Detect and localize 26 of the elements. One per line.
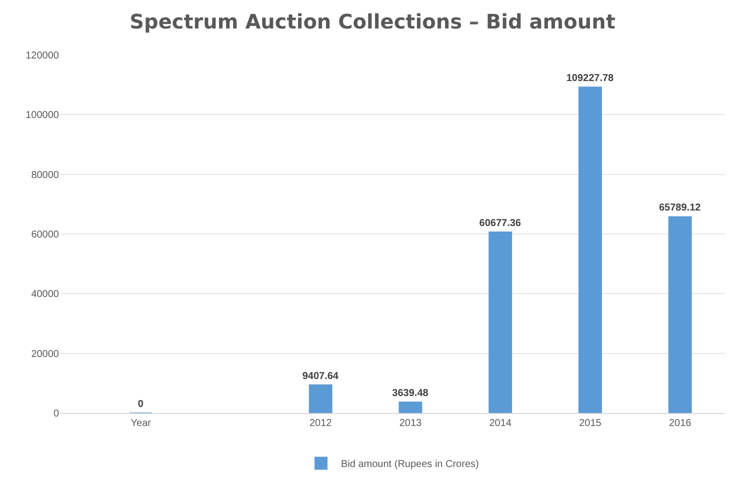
y-tick-label: 40000	[31, 289, 60, 300]
bar	[308, 384, 332, 413]
bar	[578, 86, 602, 413]
y-tick-label: 60000	[31, 230, 60, 240]
x-tick-label: Year	[130, 418, 152, 429]
chart-title: Spectrum Auction Collections – Bid amount	[130, 10, 616, 34]
bar	[488, 231, 512, 413]
data-label: 0	[138, 399, 144, 410]
data-label: 109227.78	[566, 73, 614, 84]
data-label: 9407.64	[302, 370, 339, 382]
x-tick-label: 2014	[489, 418, 512, 429]
x-tick-label: 2016	[668, 418, 692, 429]
y-tick-label: 100000	[26, 110, 60, 122]
bar	[668, 216, 692, 413]
y-tick-label: 20000	[31, 348, 60, 360]
legend-label: Bid amount (Rupees in Crores)	[341, 459, 479, 470]
x-tick-label: 2012	[309, 418, 332, 429]
y-tick-label: 80000	[31, 170, 60, 181]
data-label: 3639.48	[392, 388, 429, 400]
data-label: 60677.36	[479, 218, 522, 229]
y-tick-label: 0	[53, 408, 60, 420]
y-tick-label: 120000	[26, 50, 60, 62]
data-label: 65789.12	[658, 202, 702, 214]
bar	[398, 402, 422, 413]
x-tick-label: 2013	[399, 418, 422, 429]
x-tick-label: 2015	[579, 418, 602, 429]
